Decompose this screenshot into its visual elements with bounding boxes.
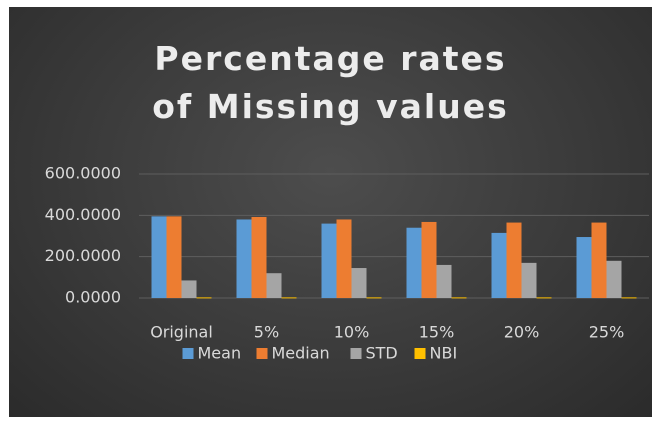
legend-swatch [256, 348, 268, 359]
x-tick-label: 10% [334, 323, 370, 342]
x-tick-label: 5% [254, 323, 279, 342]
y-tick-label: 200.0000 [45, 246, 121, 265]
legend-label: Median [272, 344, 330, 363]
bar [281, 297, 297, 299]
bar [336, 219, 352, 298]
bar [351, 268, 367, 298]
bar [536, 297, 552, 299]
bar [151, 216, 167, 298]
bar [266, 273, 282, 298]
x-tick-label: 20% [504, 323, 540, 342]
legend-swatch [350, 348, 362, 359]
legend-label: Mean [198, 344, 242, 363]
y-tick-label: 400.0000 [45, 205, 121, 224]
x-tick-label: Original [150, 323, 213, 342]
bar [406, 227, 422, 298]
bar [606, 260, 622, 298]
bar [366, 297, 382, 299]
chart: 0.0000 200.0000 400.0000 600.0000 Original 5%… [45, 164, 649, 363]
bar [621, 297, 637, 299]
bar [491, 232, 507, 298]
legend-swatch [414, 348, 426, 359]
legend-label: STD [366, 344, 398, 363]
legend-swatch [182, 348, 194, 359]
chart-area: Percentage rates of Missing values 0.000… [9, 7, 652, 417]
x-tick-label: 15% [419, 323, 455, 342]
chart-title: Percentage rates of Missing values [152, 39, 509, 126]
bar [181, 280, 197, 298]
x-tick-label: 25% [589, 323, 625, 342]
bar [576, 237, 592, 298]
bar [421, 221, 437, 298]
bar [451, 297, 467, 299]
y-tick-label: 0.0000 [65, 288, 121, 307]
bar [236, 219, 252, 298]
y-tick-label: 600.0000 [45, 164, 121, 183]
bar [321, 223, 337, 298]
bar [251, 216, 267, 298]
bar [591, 222, 607, 298]
bar [196, 297, 212, 299]
bar [521, 262, 537, 298]
bar [436, 264, 452, 298]
legend-label: NBI [430, 344, 458, 363]
bar [506, 222, 522, 298]
bar [166, 216, 182, 298]
